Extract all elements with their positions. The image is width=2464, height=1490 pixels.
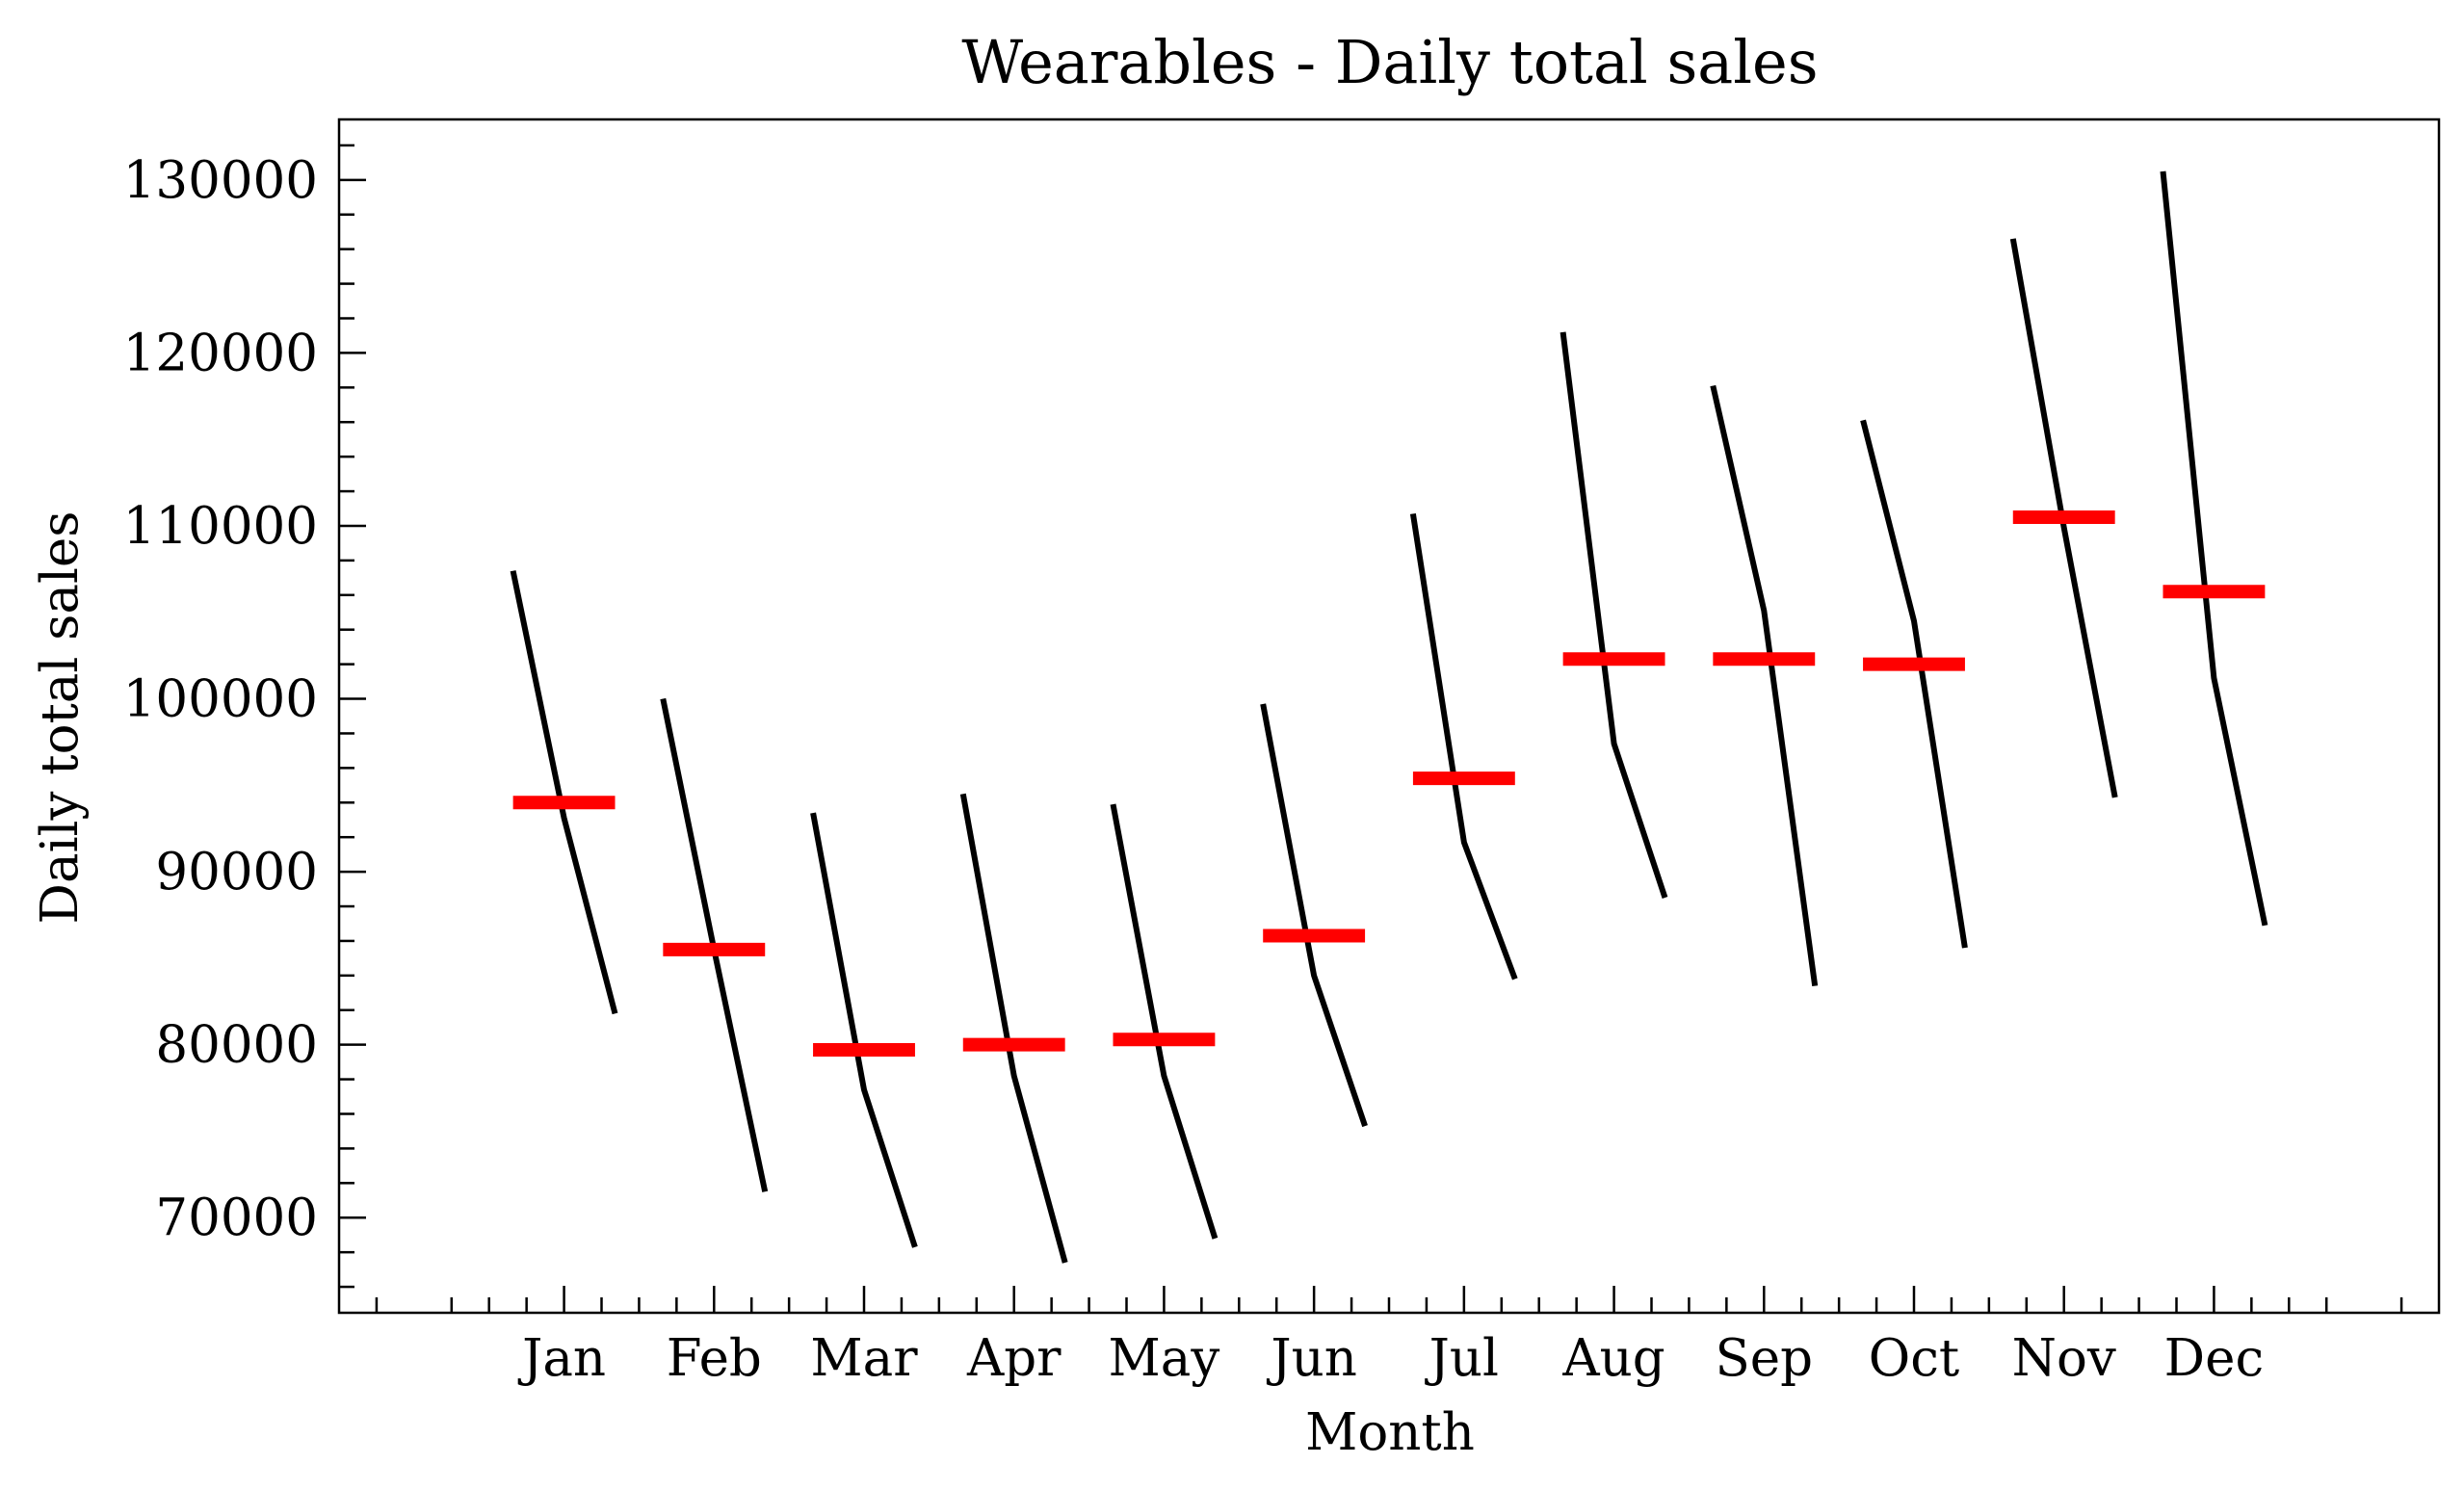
chart-title: Wearables - Daily total sales xyxy=(961,27,1818,97)
y-tick-label-90000: 90000 xyxy=(155,843,318,902)
x-tick-label-may: May xyxy=(1109,1329,1220,1388)
x-tick-label-oct: Oct xyxy=(1869,1329,1959,1388)
x-tick-label-mar: Mar xyxy=(810,1329,918,1388)
subseries-line-nov xyxy=(2009,238,2118,798)
x-tick-label-dec: Dec xyxy=(2164,1329,2265,1388)
subseries-line-jul xyxy=(1409,512,1518,980)
y-tick-label-130000: 130000 xyxy=(123,151,318,210)
subseries-line-apr xyxy=(959,793,1068,1264)
y-tick-label-100000: 100000 xyxy=(123,670,318,729)
axes-frame xyxy=(337,118,2441,1315)
subseries-line-mar xyxy=(810,812,918,1248)
x-tick-label-jul: Jul xyxy=(1425,1329,1499,1388)
x-tick-label-sep: Sep xyxy=(1715,1329,1813,1388)
x-axis-label: Month xyxy=(1305,1403,1475,1462)
y-tick-label-110000: 110000 xyxy=(123,497,318,556)
y-tick-label-120000: 120000 xyxy=(123,324,318,382)
subseries-line-sep xyxy=(1710,384,1819,987)
x-tick-label-nov: Nov xyxy=(2012,1329,2116,1388)
y-tick-label-70000: 70000 xyxy=(155,1189,318,1247)
x-tick-label-jan: Jan xyxy=(517,1329,606,1388)
x-tick-label-feb: Feb xyxy=(667,1329,762,1388)
subseries-line-aug xyxy=(1560,331,1668,899)
subseries-line-may xyxy=(1110,803,1219,1240)
plot-area: Jan Feb Mar Apr May Jun Jul Aug Sep Oct Nov Dec 7000… xyxy=(123,118,2441,1388)
subseries-line-dec xyxy=(2160,170,2268,927)
x-tick-label-apr: Apr xyxy=(966,1329,1062,1388)
subseries-line-jan xyxy=(510,570,618,1015)
y-axis-label: Daily total sales xyxy=(31,511,90,925)
y-tick-label-80000: 80000 xyxy=(155,1016,318,1075)
subseries-line-oct xyxy=(1860,419,1968,949)
subseries-line-jun xyxy=(1260,703,1368,1128)
x-tick-label-aug: Aug xyxy=(1561,1329,1665,1388)
x-tick-label-jun: Jun xyxy=(1266,1329,1357,1388)
